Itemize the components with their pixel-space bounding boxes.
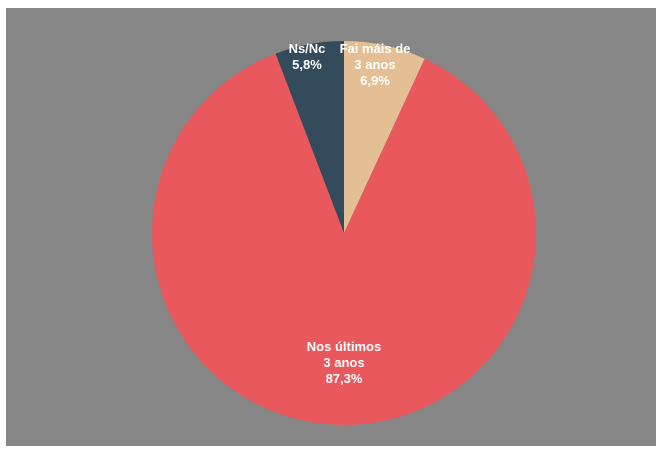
pie-chart: Fai máis de 3 anos 6,9%Nos últimos 3 anos 87…: [152, 41, 537, 425]
slice-category-label: Nos últimos: [307, 339, 381, 354]
pie-slices: [152, 41, 537, 425]
slice-category-label: 3 anos: [323, 355, 364, 370]
slice-value-label: 87,3%: [326, 371, 363, 386]
slice-value-label: 5,8%: [292, 57, 322, 72]
pie-labels: Fai máis de 3 anos 6,9%Nos últimos 3 anos 87…: [289, 41, 411, 386]
slice-category-label: Ns/Nc: [289, 41, 326, 56]
slice-label: Ns/Nc 5,8%: [289, 41, 326, 72]
slice-label: Fai máis de 3 anos 6,9%: [340, 41, 411, 88]
slice-category-label: 3 anos: [354, 57, 395, 72]
pie-slice: [152, 53, 537, 425]
slice-category-label: Fai máis de: [340, 41, 411, 56]
pie-slice: [275, 41, 344, 233]
pie-slice: [344, 41, 425, 233]
chart-panel: Fai máis de 3 anos 6,9% Nos últimos 3 anos 87…: [6, 8, 656, 446]
slice-label: Nos últimos 3 anos 87,3%: [307, 339, 381, 386]
slice-value-label: 6,9%: [360, 73, 390, 88]
